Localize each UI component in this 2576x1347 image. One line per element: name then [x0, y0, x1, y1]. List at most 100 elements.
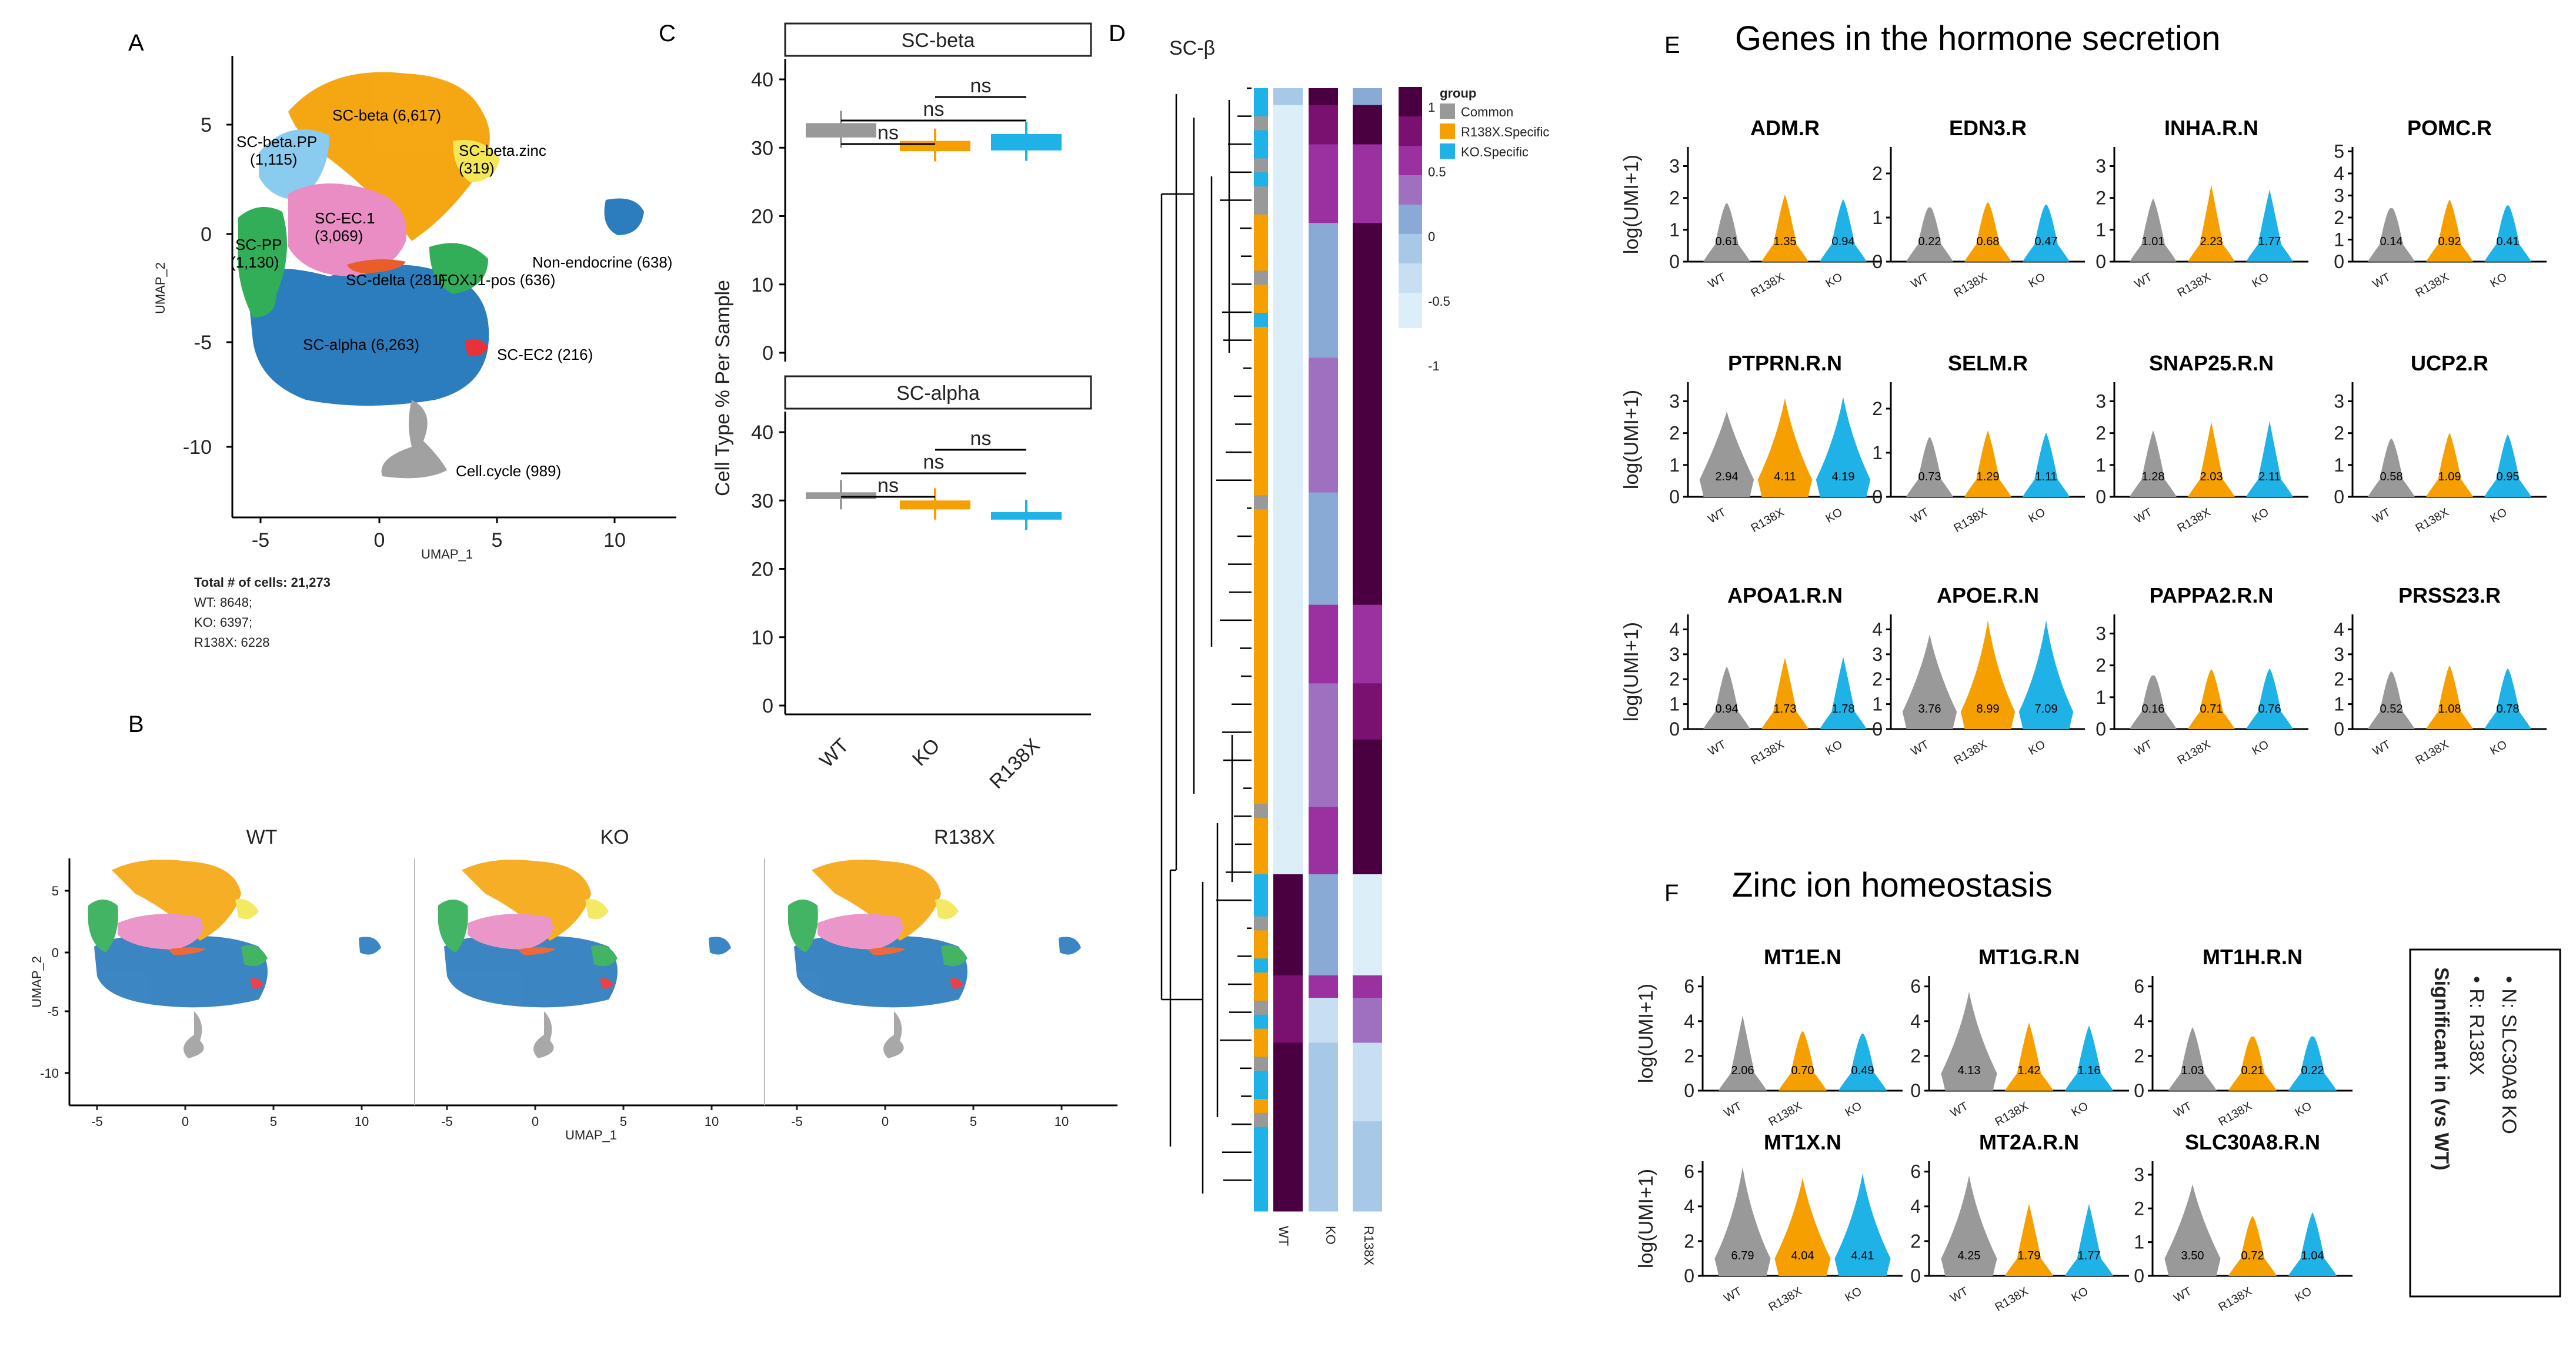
- violin-xtick: R138X: [1767, 1099, 1804, 1129]
- heatmap-cell: [1353, 105, 1382, 145]
- cluster-label: SC-beta.PP (1,115): [236, 133, 317, 168]
- violin-y-label: log(UMI+1): [1620, 390, 1643, 489]
- heatmap-cell: [1353, 223, 1382, 358]
- violin-xtick: KO: [2250, 270, 2271, 290]
- legend-label-r138x: R138X.Specific: [1461, 125, 1549, 139]
- violin-ytick: 2: [2334, 423, 2344, 444]
- legend-swatch-common: [1440, 103, 1455, 119]
- violin-ytick: 4: [1669, 619, 1680, 640]
- legend-swatch-ko: [1440, 143, 1455, 159]
- violin-title: INHA.R.N: [2164, 116, 2258, 140]
- umap-split-cluster: [812, 860, 941, 941]
- violin-ytick: 3: [2095, 156, 2106, 177]
- heatmap-cell: [1309, 105, 1338, 145]
- gene-group-cell: [1254, 1112, 1268, 1128]
- violin-value: 0.49: [1851, 1064, 1874, 1077]
- violin-ytick: 3: [1669, 156, 1680, 177]
- violin-value: 0.61: [1716, 235, 1739, 248]
- cluster-sc-ec2: [465, 339, 488, 356]
- violin-r138x: [2005, 1204, 2053, 1276]
- violin-value: 1.09: [2438, 470, 2461, 483]
- violin-value: 0.72: [2241, 1249, 2264, 1262]
- violin-value: 4.41: [1851, 1249, 1874, 1262]
- violin-ko: [2288, 1036, 2337, 1091]
- umap-split-cluster: [788, 900, 818, 952]
- violin-xtick: WT: [2371, 506, 2393, 526]
- cluster-non-endocrine: [604, 198, 644, 235]
- violin-r138x: [1761, 194, 1808, 262]
- violin-ytick: 0: [2095, 486, 2106, 507]
- umap-split-xtick: 0: [182, 1114, 189, 1129]
- heatmap-cell: [1309, 1042, 1338, 1122]
- violin-xtick: WT: [1909, 506, 1931, 526]
- sig-label: ns: [923, 98, 945, 121]
- umap-ytick: -10: [183, 436, 212, 459]
- violin-plot-prss23-r: PRSS23.R 4 3 2 1 0 0.52 WT 1.08 R138X 0.78 KO: [2334, 583, 2547, 767]
- gene-group-cell: [1254, 1127, 1268, 1142]
- violin-ko: [2023, 432, 2070, 497]
- heatmap-cell: [1353, 88, 1382, 106]
- umap-split-cluster: [1059, 937, 1081, 955]
- gene-group-cell: [1254, 299, 1268, 313]
- gene-group-cell: [1254, 523, 1268, 538]
- scale-tick: 0: [1428, 229, 1435, 244]
- heatmap-cell: [1353, 492, 1382, 606]
- violin-plot-snap25-r-n: SNAP25.R.N 3 2 1 0 1.28 WT 2.03 R138X 2.11 KO: [2095, 351, 2308, 535]
- violin-r138x: [2188, 184, 2235, 262]
- violin-ytick: 0: [1872, 251, 1883, 272]
- cluster-label: SC-EC.1 (3,069): [315, 209, 375, 245]
- violin-value: 0.71: [2200, 703, 2223, 716]
- violin-value: 1.73: [1774, 703, 1797, 716]
- violin-value: 0.22: [1918, 235, 1941, 248]
- gene-group-cell: [1254, 453, 1268, 468]
- heatmap-cell: [1273, 144, 1303, 223]
- cell-count-summary: Total # of cells: 21,273 WT: 8648; KO: 6…: [194, 575, 331, 650]
- violin-value: 3.76: [1918, 703, 1941, 716]
- sig-label: ns: [923, 451, 945, 473]
- violin-xtick: KO: [2488, 738, 2509, 758]
- violin-ytick: 0: [2134, 1080, 2144, 1101]
- violin-xtick: KO: [2069, 1285, 2090, 1305]
- umap-split-cluster: [883, 1011, 904, 1058]
- gene-group-cell: [1254, 1028, 1268, 1043]
- violin-ytick: 4: [1910, 1011, 1921, 1032]
- violin-value: 7.09: [2035, 703, 2058, 716]
- violin-ytick: 4: [2334, 163, 2344, 184]
- violin-xtick: R138X: [1749, 270, 1787, 300]
- umap-split-cluster: [250, 978, 263, 989]
- violin-value: 2.94: [1716, 470, 1739, 483]
- umap-xtick: 0: [374, 529, 385, 551]
- gene-group-cell: [1254, 1071, 1268, 1085]
- gene-group-cell: [1254, 270, 1268, 285]
- gene-group-cell: [1254, 130, 1268, 145]
- violin-xtick: R138X: [1952, 270, 1990, 300]
- violin-xtick: R138X: [1749, 506, 1787, 535]
- violin-xtick: WT: [1722, 1099, 1744, 1120]
- scale-tick: -0.5: [1428, 294, 1450, 309]
- cluster-label: SC-EC2 (216): [497, 346, 593, 363]
- violin-ko: [2065, 1025, 2113, 1091]
- violin-value: 4.19: [1832, 470, 1855, 483]
- boxplot-facet-sc-beta: SC-beta 40 30 20 10 0 ns ns ns: [751, 22, 1092, 365]
- violin-xtick: KO: [2293, 1099, 2314, 1119]
- violin-ytick: 6: [1684, 976, 1694, 997]
- panel-e-title: Genes in the hormone secretion: [1735, 19, 2220, 58]
- violin-plot-slc30a8-r-n: SLC30A8.R.N 3 2 1 0 3.50 WT 0.72 R138X 1.04 KO: [2134, 1130, 2353, 1314]
- boxplot-ytick: 20: [751, 206, 773, 228]
- violin-r138x: [2005, 1022, 2053, 1091]
- violin-xtick: KO: [1823, 738, 1844, 758]
- violin-title: APOE.R.N: [1937, 583, 2039, 607]
- umap-split-cluster: [533, 1011, 554, 1058]
- violin-wt: [1941, 991, 1997, 1091]
- umap-split-r138x: [788, 860, 1081, 1110]
- umap-split-xtick: -5: [91, 1114, 103, 1129]
- violin-plot-inha-r-n: INHA.R.N 3 2 1 0 1.01 WT 2.23 R138X 1.77 KO: [2095, 116, 2308, 300]
- cluster-sc-beta-zinc: [453, 140, 500, 182]
- heatmap-cell: [1353, 144, 1382, 223]
- violin-xtick: KO: [2026, 270, 2047, 290]
- heatmap-cell: [1273, 223, 1303, 358]
- violin-value: 2.11: [2258, 470, 2280, 483]
- heatmap-cell: [1353, 874, 1382, 976]
- heatmap-col-ko: KO: [1323, 1226, 1338, 1245]
- violin-ytick: 2: [2095, 423, 2106, 444]
